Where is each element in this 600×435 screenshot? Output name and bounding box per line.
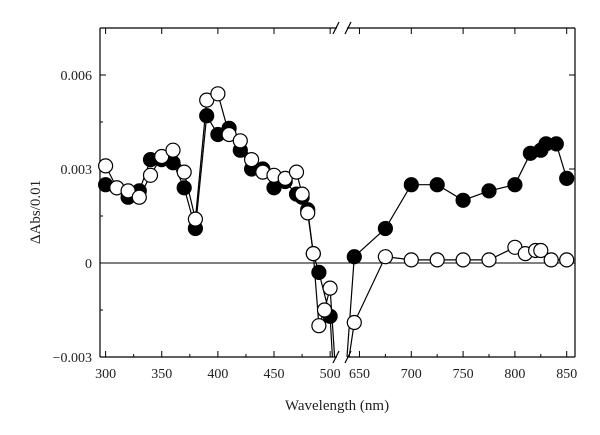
series-2-point bbox=[300, 205, 316, 221]
x-tick-label: 300 bbox=[95, 367, 116, 382]
series-1-point bbox=[455, 192, 471, 208]
series-2-point bbox=[305, 246, 321, 262]
series-1-point bbox=[548, 136, 564, 152]
x-tick-label: 750 bbox=[453, 367, 474, 382]
x-tick-label: 800 bbox=[504, 367, 525, 382]
series-2-point bbox=[346, 314, 362, 331]
x-tick-label: 700 bbox=[401, 367, 422, 382]
series-2-point bbox=[316, 302, 333, 318]
series-2-point bbox=[142, 167, 159, 183]
series-points bbox=[97, 86, 575, 334]
series-2-point bbox=[232, 133, 248, 149]
series-2-point bbox=[559, 252, 575, 268]
x-tick-label: 850 bbox=[556, 367, 577, 382]
series-2-point bbox=[154, 148, 170, 165]
series-1-point bbox=[507, 177, 523, 193]
series-1-point bbox=[481, 183, 497, 199]
labels: −0.003 0 0.003 0.006 300 350 400 450 500 650 700 75… bbox=[53, 69, 578, 382]
series-2-point bbox=[187, 211, 203, 227]
ticks bbox=[100, 27, 575, 358]
series-1-point bbox=[429, 177, 445, 193]
series-2-point bbox=[455, 252, 471, 268]
x-tick-label: 650 bbox=[349, 367, 370, 382]
series-1-point bbox=[346, 249, 362, 265]
y-tick-label: −0.003 bbox=[53, 351, 92, 366]
series-2-point bbox=[131, 189, 147, 205]
series-2-point bbox=[176, 164, 192, 180]
series-2-point bbox=[97, 158, 114, 174]
x-tick-label: 400 bbox=[207, 367, 228, 382]
series-2-point bbox=[165, 142, 181, 158]
axes bbox=[99, 21, 576, 364]
series-1-line bbox=[105, 113, 333, 358]
y-axis-label: ΔAbs/0.01 bbox=[28, 180, 44, 244]
series-2-point bbox=[210, 86, 226, 102]
series-2-point bbox=[377, 249, 393, 265]
series-2-point bbox=[277, 170, 293, 186]
series-2-point bbox=[244, 152, 260, 168]
axis-break-mark bbox=[332, 21, 340, 35]
x-axis-label: Wavelength (nm) bbox=[285, 398, 389, 414]
x-tick-label: 450 bbox=[264, 367, 285, 382]
series-2-point bbox=[294, 186, 310, 202]
series-2-point bbox=[543, 252, 559, 268]
x-tick-label: 500 bbox=[320, 367, 341, 382]
y-tick-label: 0.003 bbox=[61, 163, 93, 178]
series-2-point bbox=[533, 242, 549, 259]
series-2-point bbox=[403, 252, 419, 268]
x-tick-label: 350 bbox=[151, 367, 172, 382]
series-2-point bbox=[481, 252, 497, 268]
series-1-point bbox=[559, 170, 575, 186]
series-1-point bbox=[377, 220, 393, 237]
series-1-point bbox=[176, 180, 192, 196]
series-2-point bbox=[429, 252, 445, 268]
series-1-point bbox=[403, 177, 419, 193]
y-tick-label: 0 bbox=[85, 257, 92, 272]
axis-break-mark bbox=[332, 350, 340, 364]
y-tick-label: 0.006 bbox=[61, 69, 93, 84]
axis-break-mark bbox=[344, 21, 352, 35]
series-2-point bbox=[311, 318, 327, 334]
series-1-point bbox=[199, 108, 215, 124]
series-2-point bbox=[288, 164, 305, 180]
series-2-point bbox=[322, 280, 338, 296]
series-1-point bbox=[311, 264, 327, 280]
